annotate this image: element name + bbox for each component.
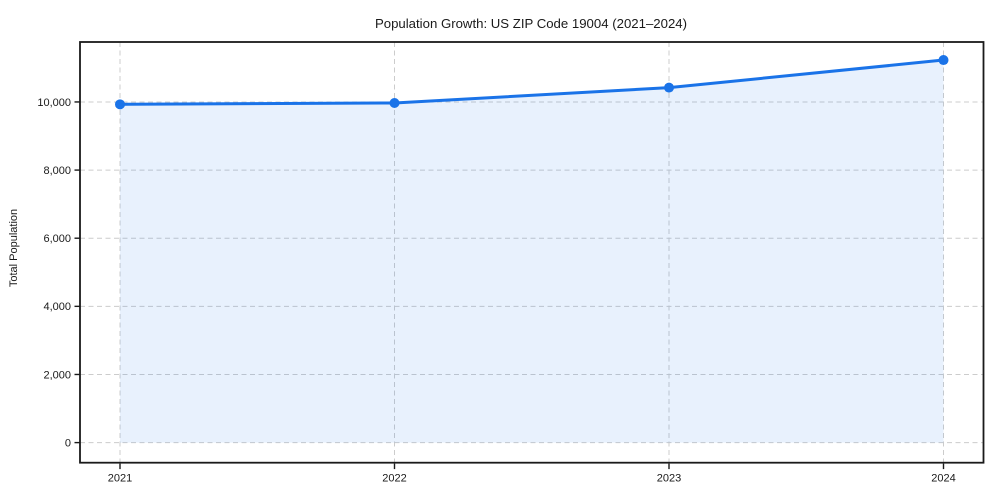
x-tick-label: 2022 (382, 473, 406, 485)
y-tick-label: 8,000 (43, 165, 71, 177)
area-fill (120, 60, 944, 443)
x-tick-label: 2023 (657, 473, 681, 485)
y-tick-label: 2,000 (43, 369, 71, 381)
y-axis-label: Total Population (8, 209, 20, 287)
series-layer (115, 55, 949, 443)
grid-layer (80, 42, 984, 463)
plot-border (79, 41, 985, 464)
x-tick-label: 2024 (931, 473, 955, 485)
data-point-2022 (389, 97, 400, 108)
y-tick-label: 0 (65, 437, 71, 449)
y-tick-label: 6,000 (43, 233, 71, 245)
data-point-2021 (115, 99, 125, 110)
x-tick-label: 2021 (108, 473, 132, 485)
y-tick-label: 10,000 (37, 97, 71, 109)
tick-layer: 0 2,000 4,000 6,000 8,000 10,000 2021 2022 2023 2… (37, 97, 955, 485)
series-line (118, 58, 945, 106)
data-point-2023 (664, 82, 674, 93)
y-tick-label: 4,000 (43, 301, 71, 313)
data-point-2024 (938, 55, 949, 66)
chart-title: Population Growth: US ZIP Code 19004 (20… (375, 16, 687, 31)
